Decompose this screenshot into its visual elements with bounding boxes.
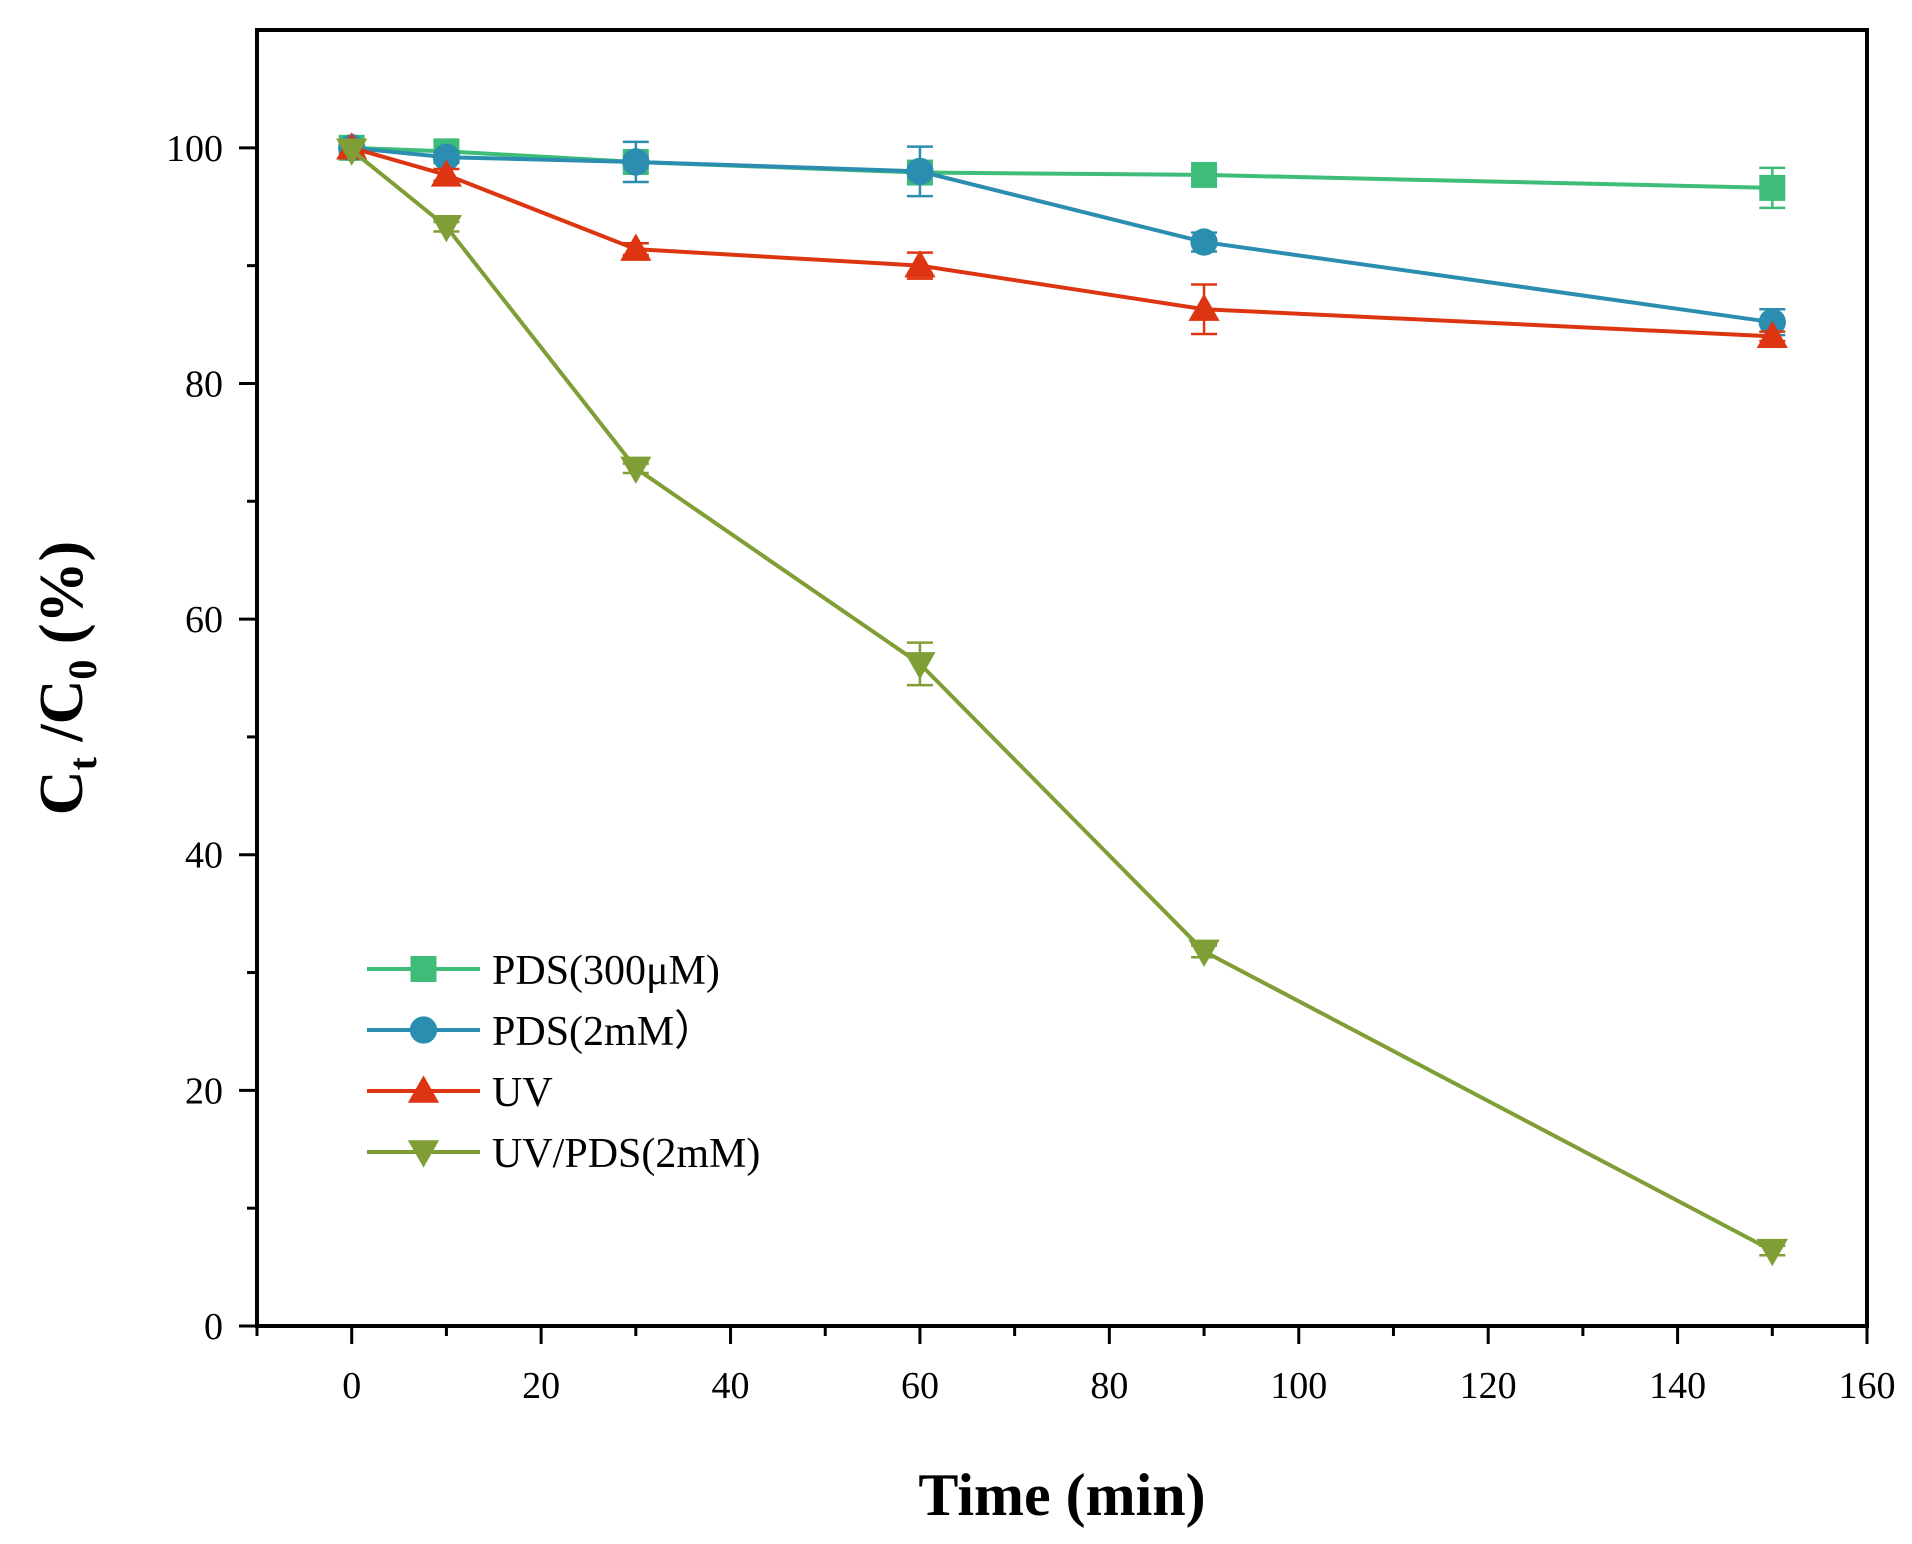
data-point <box>1756 1238 1788 1267</box>
x-tick-label: 80 <box>1090 1365 1128 1407</box>
legend-marker <box>409 1016 438 1044</box>
data-point <box>1188 293 1220 321</box>
legend-marker <box>407 1075 440 1103</box>
x-tick-label: 0 <box>342 1365 361 1407</box>
x-tick-label: 120 <box>1460 1365 1517 1407</box>
series-4 <box>336 138 1788 1267</box>
legend-label: UV <box>492 1070 553 1116</box>
legend-label: PDS(2mM） <box>492 1009 716 1055</box>
x-axis-title: Time (min) <box>918 1462 1205 1528</box>
legend-item: UV/PDS(2mM) <box>367 1131 760 1177</box>
series-1 <box>338 134 1786 210</box>
data-point <box>336 138 368 166</box>
data-point <box>1191 161 1218 188</box>
data-point <box>1759 174 1786 201</box>
y-tick-label: 0 <box>204 1306 223 1348</box>
data-point <box>906 157 934 186</box>
x-tick-label: 140 <box>1649 1365 1706 1407</box>
legend-item: UV <box>367 1070 553 1116</box>
x-tick-label: 60 <box>901 1365 939 1407</box>
data-point <box>430 215 463 243</box>
series-2 <box>338 134 1786 337</box>
x-tick-label: 40 <box>712 1365 750 1407</box>
y-axis-title-unit: (%) <box>28 541 96 660</box>
series-line <box>351 145 1773 190</box>
y-tick-label: 100 <box>166 128 223 170</box>
data-point <box>904 652 936 680</box>
data-point <box>904 250 936 278</box>
data-point <box>1190 228 1218 256</box>
series-line <box>350 148 1774 1253</box>
legend-item: PDS(2mM） <box>367 1009 716 1055</box>
data-point <box>430 159 463 187</box>
x-tick-label: 20 <box>522 1365 560 1407</box>
legend: PDS(300μM) PDS(2mM） UV UV/PDS(2mM) <box>367 948 760 1177</box>
y-axis-title-main: C <box>28 770 96 815</box>
data-point <box>622 148 650 176</box>
y-axis-title-slash: /C <box>28 680 96 758</box>
legend-label: PDS(300μM) <box>492 948 720 994</box>
y-axis-title-sub-t: t <box>60 756 105 770</box>
y-tick-label: 40 <box>185 835 223 877</box>
y-axis-ticks: 0 20 40 60 80 100 <box>166 128 257 1348</box>
series-line <box>351 145 1773 325</box>
series-layer <box>336 132 1788 1267</box>
y-tick-label: 20 <box>185 1070 223 1112</box>
data-point <box>620 233 652 261</box>
series-3 <box>336 132 1788 349</box>
y-axis-title: Ct /C0 (%) <box>28 541 105 815</box>
legend-marker <box>407 1140 440 1168</box>
series-line <box>351 145 1773 339</box>
legend-marker <box>410 956 437 982</box>
legend-item: PDS(300μM) <box>367 948 720 994</box>
data-point <box>620 456 652 484</box>
legend-label: UV/PDS(2mM) <box>492 1131 760 1177</box>
data-point <box>1188 939 1220 967</box>
plot-frame <box>255 28 1869 1328</box>
y-tick-label: 60 <box>185 599 223 641</box>
data-point <box>432 143 461 171</box>
x-tick-label: 160 <box>1839 1365 1896 1407</box>
y-axis-title-sub-0: 0 <box>60 660 105 680</box>
x-tick-label: 100 <box>1270 1365 1327 1407</box>
y-tick-label: 80 <box>185 363 223 405</box>
x-axis-ticks: 0 20 40 60 80 100 120 140 160 <box>255 1326 1896 1407</box>
data-point <box>1756 320 1788 349</box>
